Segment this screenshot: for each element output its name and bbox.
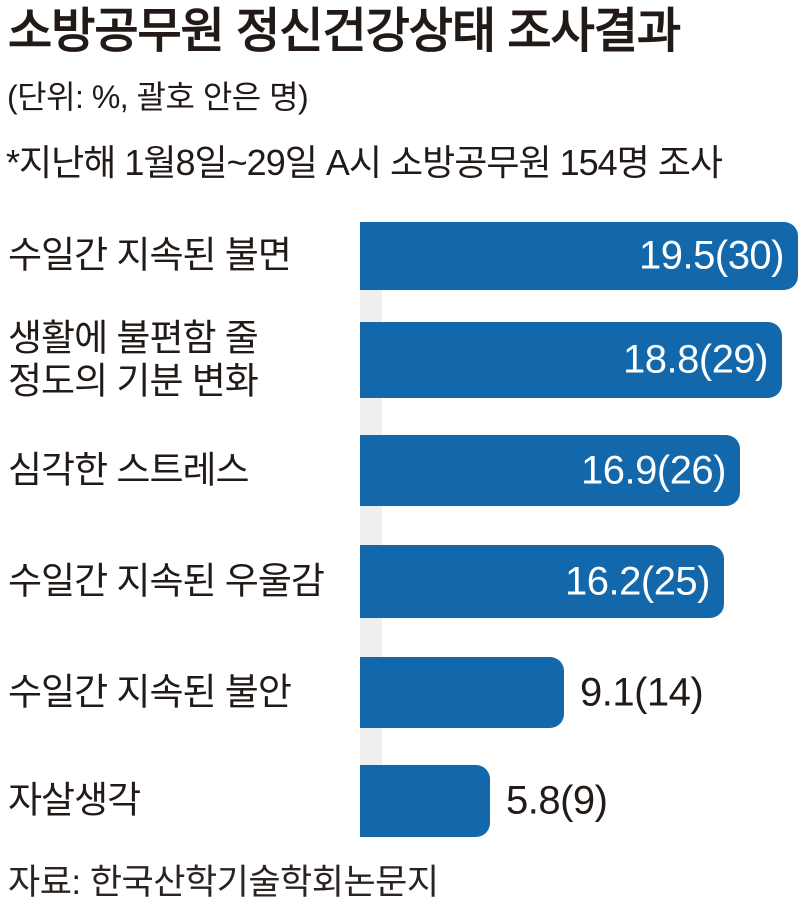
- value-label: 18.8(29): [623, 337, 768, 382]
- bar: 16.9(26): [360, 435, 740, 506]
- bar: 18.8(29): [360, 322, 782, 398]
- survey-note: *지난해 1월8일~29일 A시 소방공무원 154명 조사: [6, 142, 723, 183]
- category-label: 생활에 불편함 줄 정도의 기분 변화: [8, 317, 259, 401]
- category-label: 심각한 스트레스: [8, 449, 250, 491]
- source-credit: 자료: 한국산학기술학회논문지: [8, 863, 439, 902]
- category-label: 수일간 지속된 우울감: [8, 560, 325, 602]
- value-label: 9.1(14): [580, 670, 704, 714]
- category-label: 자살생각: [8, 779, 141, 821]
- bar: [360, 765, 490, 837]
- bar: 19.5(30): [360, 222, 798, 290]
- value-label: 16.9(26): [581, 448, 726, 492]
- category-label: 수일간 지속된 불안: [8, 671, 292, 713]
- bar: 16.2(25): [360, 545, 724, 618]
- page-title: 소방공무원 정신건강상태 조사결과: [8, 5, 681, 58]
- value-label: 16.2(25): [565, 559, 710, 603]
- axis-baseline-strip: [360, 222, 382, 837]
- category-label: 수일간 지속된 불면: [8, 234, 292, 276]
- unit-note: (단위: %, 괄호 안은 명): [7, 79, 309, 115]
- value-label: 5.8(9): [506, 778, 608, 823]
- value-label: 19.5(30): [639, 233, 784, 278]
- bar: [360, 657, 564, 728]
